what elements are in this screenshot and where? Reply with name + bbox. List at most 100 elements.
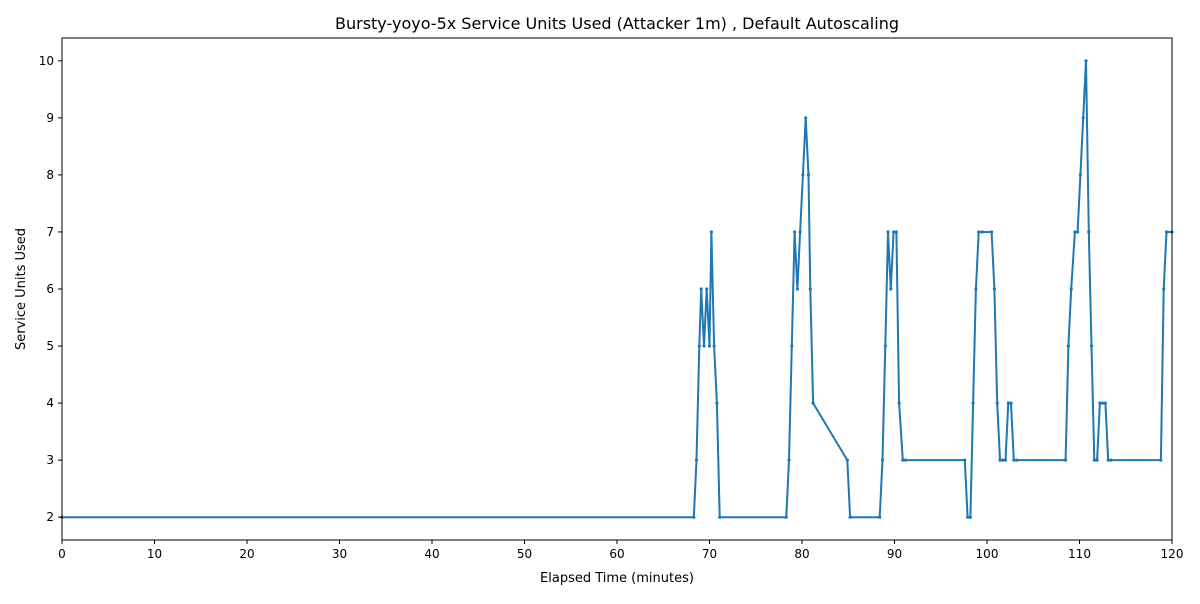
y-tick-label: 5 (46, 339, 54, 353)
x-tick-label: 40 (424, 547, 439, 561)
data-point (707, 344, 712, 348)
data-point (897, 401, 901, 405)
x-tick-label: 0 (58, 547, 66, 561)
data-point (697, 344, 701, 348)
data-point (886, 230, 890, 234)
data-point (901, 458, 905, 462)
data-point (963, 458, 967, 462)
y-tick-label: 2 (46, 510, 54, 524)
data-point (1087, 230, 1091, 234)
y-tick-label: 9 (46, 111, 54, 125)
data-point (894, 230, 899, 234)
data-point (1066, 344, 1070, 348)
data-point (1159, 458, 1163, 462)
data-point (798, 230, 802, 234)
x-tick-label: 70 (702, 547, 717, 561)
x-tick-label: 80 (794, 547, 809, 561)
data-point (1098, 401, 1102, 405)
x-axis-ticks: 0 10 20 30 40 50 60 70 80 90 100 110 120 (58, 540, 1183, 561)
data-point (806, 173, 811, 177)
data-point (1089, 344, 1094, 348)
data-point (1164, 230, 1169, 234)
data-point (1012, 458, 1016, 462)
data-point (1064, 458, 1068, 462)
data-point (718, 515, 722, 519)
data-point (702, 344, 706, 348)
data-point (990, 230, 994, 234)
data-point (998, 458, 1002, 462)
data-point (1106, 458, 1110, 462)
x-tick-label: 110 (1068, 547, 1091, 561)
x-tick-label: 30 (332, 547, 347, 561)
data-point (880, 458, 885, 462)
data-point (845, 458, 849, 462)
data-point (878, 515, 882, 519)
data-point (793, 230, 797, 234)
y-tick-label: 6 (46, 282, 54, 296)
x-tick-label: 100 (976, 547, 999, 561)
data-point (971, 401, 975, 405)
data-point (1092, 458, 1096, 462)
data-point (995, 401, 999, 405)
data-point (968, 515, 973, 519)
data-point (848, 515, 852, 519)
y-axis-ticks: 2 3 4 5 6 7 8 9 10 (39, 54, 62, 524)
x-tick-label: 10 (147, 547, 162, 561)
plot-area (60, 37, 1174, 541)
data-point (1076, 230, 1080, 234)
data-point (1095, 458, 1099, 462)
data-point (694, 458, 699, 462)
data-point (784, 515, 788, 519)
y-tick-label: 3 (46, 453, 54, 467)
x-tick-label: 20 (239, 547, 254, 561)
data-point (1001, 458, 1005, 462)
data-point (801, 173, 805, 177)
data-point (1069, 287, 1073, 291)
data-point (795, 287, 800, 291)
x-tick-label: 60 (609, 547, 624, 561)
y-tick-label: 8 (46, 168, 54, 182)
data-point (712, 344, 716, 348)
data-point (1078, 173, 1082, 177)
x-tick-label: 90 (887, 547, 902, 561)
data-point (1015, 458, 1019, 462)
x-tick-label: 120 (1161, 547, 1184, 561)
data-point (1101, 401, 1105, 405)
data-point (1084, 59, 1088, 63)
data-point (904, 458, 908, 462)
plot-frame (61, 37, 1173, 541)
data-point (974, 287, 978, 291)
data-point (1009, 401, 1013, 405)
data-point (1109, 458, 1113, 462)
data-point (787, 458, 791, 462)
data-point (1006, 401, 1010, 405)
data-point (992, 287, 997, 291)
data-point (705, 287, 709, 291)
y-tick-label: 7 (46, 225, 54, 239)
data-point (977, 230, 981, 234)
data-point (715, 401, 719, 405)
data-point (1103, 401, 1107, 405)
y-tick-label: 10 (39, 54, 54, 68)
data-point (892, 230, 896, 234)
data-point (699, 287, 703, 291)
x-axis-label: Elapsed Time (minutes) (540, 571, 694, 586)
x-tick-label: 50 (517, 547, 532, 561)
data-point (980, 230, 985, 234)
y-tick-label: 4 (46, 396, 54, 410)
y-axis-label: Service Units Used (14, 228, 29, 350)
data-point (811, 401, 815, 405)
data-point (692, 515, 696, 519)
data-point (709, 230, 714, 234)
data-point (790, 344, 794, 348)
data-point (883, 344, 887, 348)
data-point (1003, 458, 1008, 462)
data-point (804, 116, 808, 120)
series-line (62, 59, 1172, 519)
chart-title: Bursty-yoyo-5x Service Units Used (Attac… (335, 14, 899, 33)
data-point (966, 515, 970, 519)
data-point (1081, 116, 1085, 120)
data-point (1073, 230, 1077, 234)
